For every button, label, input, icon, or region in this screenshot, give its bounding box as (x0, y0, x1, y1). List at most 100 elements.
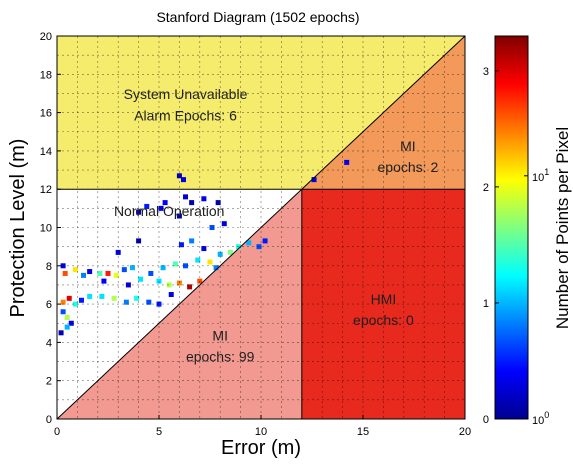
data-point (146, 299, 152, 305)
data-point (134, 295, 140, 301)
x-tick-label: 10 (255, 426, 267, 438)
x-tick-label: 0 (54, 426, 60, 438)
data-point (195, 257, 201, 263)
colorbar-left-tick-label: 3 (483, 66, 489, 78)
data-point (97, 270, 103, 276)
y-tick-label: 20 (40, 31, 52, 43)
y-axis-title: Protection Level (m) (7, 139, 29, 318)
data-point (72, 301, 78, 307)
data-point (87, 293, 93, 299)
chart-title: Stanford Diagram (1502 epochs) (156, 9, 359, 25)
data-point (166, 282, 172, 288)
colorbar-title: Number of Points per Pixel (553, 127, 572, 329)
data-point (66, 295, 72, 301)
data-point (176, 280, 182, 286)
data-point (138, 276, 144, 282)
region-label-mi-upper: MI (400, 138, 416, 154)
data-point (113, 272, 119, 278)
y-tick-label: 16 (40, 108, 52, 120)
region-label-system-unavailable: System Unavailable (124, 86, 248, 102)
data-point (221, 221, 227, 227)
data-point (158, 205, 164, 211)
colorbar (494, 35, 529, 420)
data-point (144, 203, 150, 209)
y-tick-label: 0 (46, 414, 52, 426)
data-point (60, 299, 66, 305)
colorbar-right-tick-exponent: 1 (544, 167, 549, 177)
data-point (213, 265, 219, 271)
y-tick-label: 8 (46, 261, 52, 273)
data-point (81, 272, 87, 278)
data-point (160, 265, 166, 271)
colorbar-left-tick-label: 2 (483, 182, 489, 194)
data-point (183, 263, 189, 269)
region-label-hmi: HMI (371, 291, 397, 307)
data-point (68, 320, 74, 326)
data-point (178, 242, 184, 248)
y-tick-labels: 0 2 4 6 8 10 12 14 16 18 20 (40, 31, 61, 426)
data-point (168, 292, 174, 298)
y-tick-label: 6 (46, 299, 52, 311)
data-point (129, 265, 135, 271)
data-point (123, 299, 129, 305)
data-point (105, 270, 111, 276)
data-point (72, 267, 78, 273)
data-point (189, 200, 195, 206)
region-label-hmi-epochs: epochs: 0 (353, 312, 414, 328)
data-point (58, 330, 64, 336)
data-point (64, 324, 70, 330)
data-point (78, 297, 84, 303)
y-tick-label: 2 (46, 376, 52, 388)
x-tick-label: 20 (459, 426, 471, 438)
data-point (201, 246, 207, 252)
data-point (217, 251, 223, 257)
region-label-mi-lower-epochs: epochs: 99 (186, 349, 255, 365)
y-tick-label: 18 (40, 69, 52, 81)
x-tick-label: 5 (156, 426, 162, 438)
y-tick-label: 4 (46, 337, 52, 349)
data-point (162, 200, 168, 206)
data-point (189, 238, 195, 244)
x-tick-labels: 0 5 10 15 20 (54, 415, 471, 438)
data-point (148, 270, 154, 276)
data-point (87, 269, 93, 275)
y-tick-label: 12 (40, 184, 52, 196)
boundaries-layer (56, 35, 466, 420)
data-point (136, 238, 142, 244)
data-point (311, 177, 317, 183)
data-point (176, 173, 182, 179)
y-tick-label: 14 (40, 146, 52, 158)
region-label-mi-upper-epochs: epochs: 2 (378, 159, 439, 175)
data-point (64, 315, 70, 321)
data-point (101, 278, 107, 284)
data-point (62, 270, 68, 276)
data-point (111, 295, 117, 301)
diagonal-boundary-line (56, 35, 466, 420)
x-tick-label: 15 (357, 426, 369, 438)
colorbar-right-tick-exponent: 0 (544, 410, 549, 420)
data-point (172, 261, 178, 267)
region-label-mi-lower: MI (212, 327, 228, 343)
region-labels-layer: System Unavailable Alarm Epochs: 6 MI epoch… (114, 86, 438, 364)
data-point (207, 259, 213, 265)
region-label-normal-operation: Normal Operation (114, 203, 225, 219)
region-label-alarm-epochs: Alarm Epochs: 6 (134, 107, 237, 123)
data-point (227, 249, 233, 255)
x-axis-title: Error (m) (221, 437, 301, 459)
data-point (262, 238, 268, 244)
data-point (246, 240, 252, 246)
y-tick-label: 10 (40, 223, 52, 235)
data-point (201, 196, 207, 202)
data-point (183, 194, 189, 200)
colorbar-right-tick-label: 101 (532, 167, 549, 184)
data-point (99, 293, 105, 299)
data-point (180, 177, 186, 183)
colorbar-left-tick-label: 1 (483, 298, 489, 310)
data-point (215, 200, 221, 206)
data-point (121, 267, 127, 273)
colorbar-left-tick-label: 0 (483, 414, 489, 426)
data-point (187, 284, 193, 290)
data-point (60, 309, 66, 315)
